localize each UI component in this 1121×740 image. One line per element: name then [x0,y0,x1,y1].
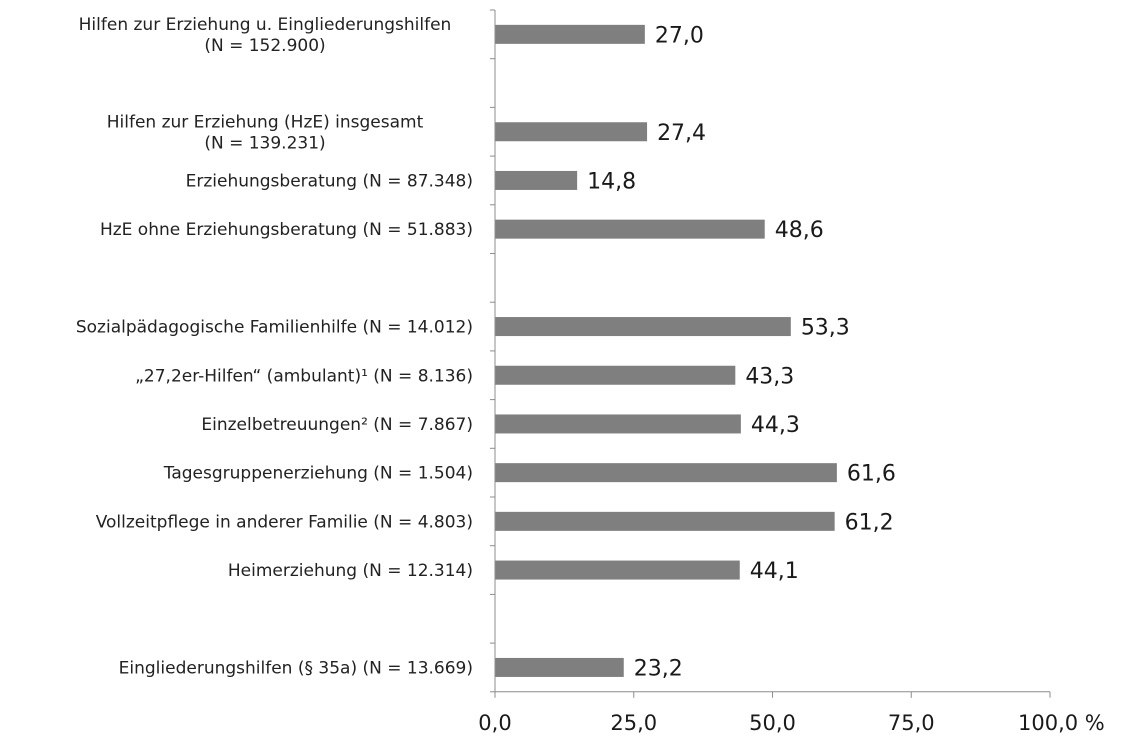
bar [495,560,740,580]
data-label: 23,2 [634,656,683,681]
x-axis-tick-label: 25,0 [610,711,657,735]
bar [495,657,624,677]
category-label: Hilfen zur Erziehung (HzE) insgesamt [107,112,424,132]
data-label: 14,8 [587,169,636,194]
data-label: 27,0 [655,23,704,48]
category-label: Vollzeitpflege in anderer Familie (N = 4… [96,512,473,532]
bar [495,122,648,142]
data-label: 61,6 [847,462,896,487]
x-axis-tick-label: 100,0 % [1018,711,1105,735]
category-label: (N = 152.900) [204,36,325,56]
x-axis-tick-label: 0,0 [478,711,511,735]
bar [495,219,765,239]
bar [495,317,791,337]
bar [495,365,736,385]
category-label: Hilfen zur Erziehung u. Eingliederungshi… [79,15,452,35]
category-label: (N = 139.231) [204,133,325,153]
bar [495,24,645,44]
category-label: Erziehungsberatung (N = 87.348) [186,171,473,191]
data-label: 43,3 [745,364,794,389]
axes [490,9,1051,698]
category-label: „27,2er-Hilfen“ (ambulant)¹ (N = 8.136) [135,366,473,386]
bar [495,463,837,483]
category-label: Einzelbetreuungen² (N = 7.867) [201,415,473,435]
category-labels: Hilfen zur Erziehung u. Eingliederungshi… [76,15,473,679]
x-axis-tick-label: 50,0 [749,711,796,735]
data-label: 61,2 [845,510,894,535]
value-labels: 27,0 27,4 14,8 48,6 53,3 43,3 44,3 61,6 61,2 44,1… [587,23,896,681]
bar [495,414,741,434]
data-label: 48,6 [775,218,824,243]
bar [495,511,835,531]
x-axis-tick-labels: 0,0 25,0 50,0 75,0 100,0 % [478,711,1104,735]
category-label: Heimerziehung (N = 12.314) [228,561,473,581]
data-label: 53,3 [801,316,850,341]
data-label: 44,3 [751,413,800,438]
category-label: Tagesgruppenerziehung (N = 1.504) [163,464,473,484]
category-label: Sozialpädagogische Familienhilfe (N = 14… [76,318,473,338]
category-label: HzE ohne Erziehungsberatung (N = 51.883) [100,220,473,240]
bar [495,170,578,190]
x-axis-tick-label: 75,0 [888,711,935,735]
data-label: 27,4 [657,121,706,146]
data-label: 44,1 [750,559,799,584]
bars [495,24,837,677]
category-label: Eingliederungshilfen (§ 35a) (N = 13.669… [119,658,473,678]
